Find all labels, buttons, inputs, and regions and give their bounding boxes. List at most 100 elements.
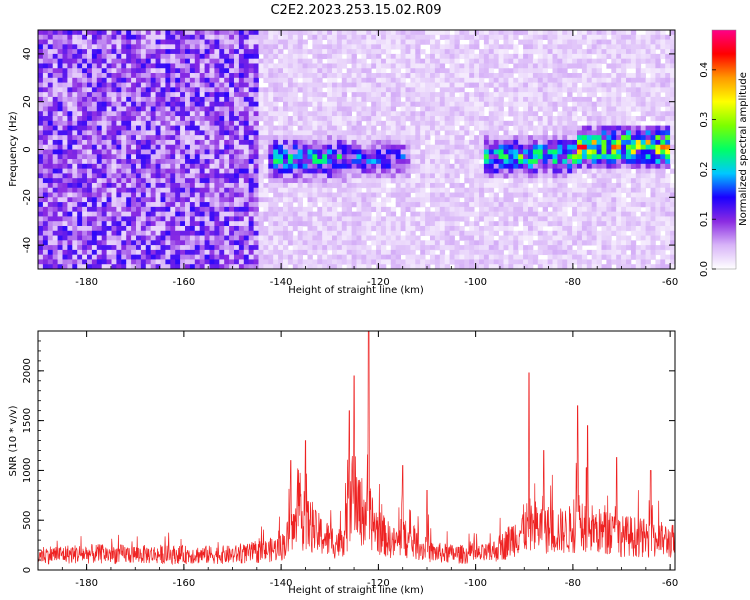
spectrogram-cell	[165, 116, 171, 122]
spectrogram-cell	[248, 149, 254, 155]
spectrogram-cell	[415, 44, 421, 50]
spectrogram-cell	[518, 182, 524, 189]
spectrogram-cell	[400, 135, 406, 141]
spectrogram-cell	[474, 92, 480, 98]
spectrogram-cell	[278, 111, 284, 117]
spectrogram-cell	[302, 82, 308, 88]
spectrogram-cell	[346, 182, 352, 189]
spectrogram-cell	[243, 106, 250, 112]
spectrogram-cell	[263, 192, 269, 198]
spectrogram-cell	[346, 187, 352, 193]
spectrogram-cell	[72, 44, 78, 50]
spectrogram-cell	[136, 216, 142, 222]
spectrogram-cell	[180, 173, 186, 179]
spectrogram-cell	[292, 197, 299, 203]
spectrogram-cell	[336, 182, 343, 189]
spectrogram-cell	[175, 230, 181, 236]
spectrogram-cell	[150, 173, 156, 179]
spectrogram-cell	[52, 168, 58, 174]
spectrogram-cell	[47, 202, 54, 208]
spectrogram-cell	[91, 111, 98, 117]
spectrogram-cell	[42, 135, 49, 141]
spectrogram-cell	[209, 58, 215, 64]
spectrogram-cell	[199, 216, 205, 222]
spectrogram-cell	[307, 197, 313, 203]
spectrogram-cell	[542, 125, 548, 131]
spectrogram-cell	[474, 58, 480, 64]
spectrogram-cell	[493, 96, 499, 103]
spectrogram-cell	[72, 34, 78, 40]
spectrogram-cell	[229, 254, 235, 260]
spectrogram-cell	[278, 106, 284, 112]
spectrogram-cell	[400, 53, 406, 60]
spectrogram-cell	[258, 202, 264, 208]
spectrogram-cell	[385, 163, 392, 170]
spectrogram-cell	[238, 73, 245, 79]
spectrogram-cell	[229, 130, 235, 136]
spectrogram-cell	[101, 30, 107, 36]
spectrogram-cell	[400, 173, 406, 179]
spectrogram-cell	[518, 230, 524, 236]
spectrogram-cell	[513, 135, 519, 141]
spectrogram-cell	[532, 63, 539, 69]
spectrogram-cell	[420, 106, 426, 112]
spectrogram-cell	[77, 130, 83, 136]
spectrogram-cell	[82, 197, 88, 203]
spectrogram-cell	[258, 44, 264, 50]
spectrogram-cell	[170, 149, 176, 155]
spectrogram-cell	[283, 92, 289, 98]
spectrogram-cell	[82, 58, 88, 64]
spectrogram-cell	[258, 249, 264, 256]
spectrogram-cell	[523, 168, 529, 174]
spectrogram-cell	[67, 125, 73, 131]
spectrogram-cell	[91, 173, 98, 179]
spectrogram-cell	[229, 101, 235, 107]
spectrogram-cell	[537, 245, 544, 251]
spectrogram-cell	[400, 44, 406, 50]
spectrogram-cell	[317, 249, 323, 256]
spectrogram-cell	[307, 235, 313, 241]
spectrogram-cell	[410, 187, 416, 193]
spectrogram-cell	[332, 135, 338, 141]
spectrogram-cell	[67, 49, 73, 55]
spectrogram-cell	[356, 259, 362, 265]
spectrogram-cell	[400, 187, 406, 193]
spectrogram-cell	[439, 225, 446, 232]
spectrogram-cell	[258, 96, 264, 103]
spectrogram-cell	[77, 249, 83, 256]
spectrogram-cell	[52, 163, 58, 170]
spectrogram-cell	[106, 254, 112, 260]
spectrogram-cell	[253, 87, 259, 93]
spectrogram-cell	[278, 240, 284, 246]
spectrogram-cell	[155, 254, 161, 260]
spectrogram-cell	[62, 73, 68, 79]
spectrogram-cell	[47, 53, 54, 60]
spectrogram-cell	[322, 73, 328, 79]
spectrogram-cell	[503, 221, 509, 227]
spectrogram-cell	[283, 125, 289, 131]
spectrogram-cell	[464, 216, 470, 222]
spectrogram-cell	[62, 206, 68, 213]
spectrogram-cell	[532, 254, 539, 260]
spectrogram-cell	[444, 44, 450, 50]
spectrogram-cell	[150, 39, 156, 45]
spectrogram-cell	[518, 259, 524, 265]
spectrogram-cell	[214, 154, 220, 160]
spectrogram-cell	[434, 240, 441, 246]
spectrogram-cell	[518, 139, 524, 146]
spectrogram-cell	[155, 245, 161, 251]
spectrogram-cell	[439, 30, 446, 36]
spectrogram-cell	[243, 39, 250, 45]
spectrogram-cell	[317, 106, 323, 112]
spectrogram-cell	[199, 77, 205, 83]
spectrogram-cell	[126, 82, 132, 88]
spectrogram-cell	[336, 139, 343, 146]
spectrogram-cell	[513, 235, 519, 241]
spectrogram-cell	[532, 116, 539, 122]
spectrogram-cell	[513, 92, 519, 98]
spectrogram-cell	[91, 221, 98, 227]
spectrogram-cell	[283, 206, 289, 213]
spectrogram-cell	[532, 144, 539, 150]
spectrogram-cell	[483, 197, 490, 203]
spectrogram-cell	[185, 120, 191, 126]
